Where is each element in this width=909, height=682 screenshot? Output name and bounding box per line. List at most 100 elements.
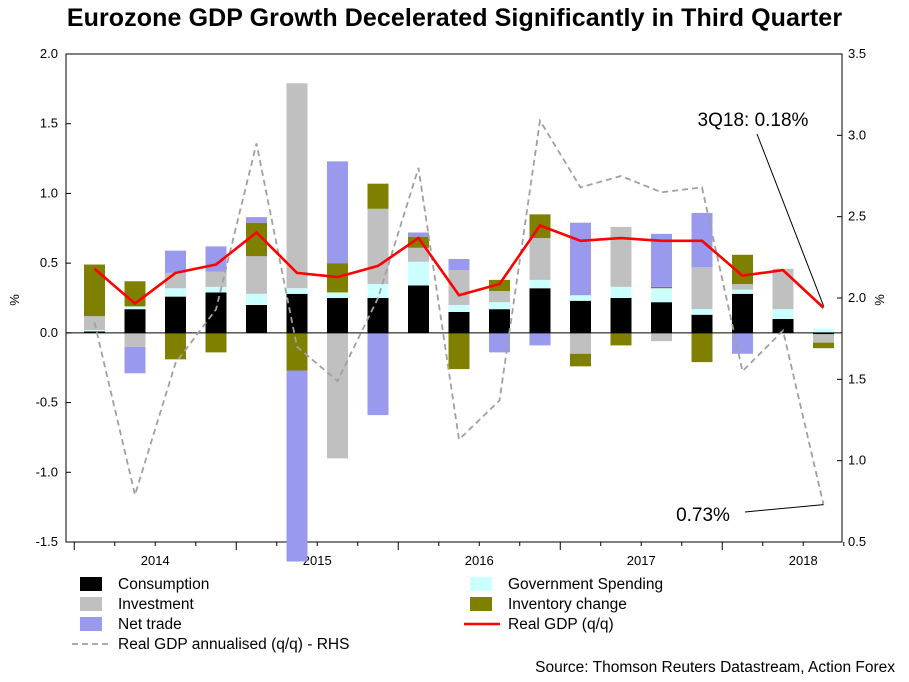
bar-consumption-1Q14 [84,331,105,333]
bar-consumption-2Q15 [286,293,308,333]
annotation-annualised: 0.73% [676,505,730,526]
left-axis-label: % [7,294,22,306]
bar-investment-4Q17 [691,267,713,310]
bar-consumption-4Q15 [367,298,389,333]
bar-inventory-change-3Q18 [813,342,834,349]
bar-government-spending-1Q18 [732,289,753,294]
bar-net-trade-4Q15 [367,332,389,416]
bar-investment-2Q15 [286,83,308,289]
annotation-arrow-annualised [744,504,824,513]
legend-swatch-net-trade [80,617,102,631]
bar-consumption-2Q18 [772,318,794,333]
bar-government-spending-3Q14 [165,288,186,297]
bar-net-trade-1Q16 [408,232,429,237]
bar-inventory-change-3Q16 [489,279,510,292]
bar-net-trade-2Q14 [124,346,146,374]
bar-investment-4Q14 [205,271,227,287]
bar-inventory-change-2Q15 [286,332,308,371]
legend-label-real-gdp-q-q: Real GDP (q/q) [508,616,614,633]
legend-swatch-inventory-change [470,597,492,611]
bar-inventory-change-4Q15 [367,183,389,209]
legend-swatch-consumption [80,577,102,591]
bar-consumption-3Q18 [813,332,834,335]
bar-net-trade-1Q17 [570,222,591,296]
x-year-label: 2018 [789,553,818,568]
bar-government-spending-3Q18 [813,328,834,333]
bar-investment-1Q17 [570,332,591,354]
bar-government-spending-3Q15 [327,292,348,298]
bar-inventory-change-2Q17 [610,332,632,346]
bar-net-trade-3Q17 [651,233,672,287]
legend-swatch-investment [80,597,102,611]
bar-net-trade-3Q16 [489,332,510,353]
left-tick-label: 0.5 [40,255,58,270]
bar-investment-3Q14 [165,272,186,289]
bar-consumption-1Q15 [246,304,267,333]
bar-inventory-change-2Q16 [448,332,470,370]
legend-label-real-gdp-annualised-q-q-rhs: Real GDP annualised (q/q) - RHS [118,636,349,653]
bar-net-trade-2Q16 [448,258,470,271]
bar-consumption-2Q17 [610,298,632,333]
right-tick-label: 1.0 [848,453,866,468]
right-tick-label: 2.0 [848,290,866,305]
bar-government-spending-2Q18 [772,309,794,319]
left-tick-label: 1.0 [40,185,58,200]
right-tick-label: 3.0 [848,127,866,142]
bar-consumption-4Q16 [529,288,551,333]
bar-consumption-1Q18 [732,293,753,333]
bar-investment-3Q18 [813,334,834,343]
bar-government-spending-3Q17 [651,288,672,303]
legend-label-inventory-change: Inventory change [508,596,627,613]
bar-investment-1Q15 [246,256,267,294]
bar-net-trade-3Q14 [165,250,186,273]
bar-consumption-3Q15 [327,298,348,333]
legend-label-net-trade: Net trade [118,616,182,633]
left-tick-label: -1.5 [36,534,58,549]
bar-net-trade-1Q15 [246,217,267,223]
bar-consumption-3Q16 [489,309,510,333]
x-year-label: 2016 [465,553,494,568]
bar-investment-2Q18 [772,268,794,310]
bar-investment-4Q15 [367,208,389,285]
bar-consumption-3Q14 [165,296,186,333]
legend-label-government-spending: Government Spending [508,576,663,593]
bar-investment-3Q16 [489,291,510,303]
bar-government-spending-1Q14 [84,330,105,332]
left-tick-label: -0.5 [36,395,58,410]
bar-consumption-2Q14 [124,309,146,333]
bar-government-spending-3Q16 [489,302,510,310]
bar-consumption-3Q17 [651,302,672,333]
chart-title: Eurozone GDP Growth Decelerated Signific… [66,4,843,32]
bar-net-trade-3Q15 [327,161,348,264]
x-year-label: 2015 [303,553,332,568]
bar-investment-1Q18 [732,284,753,290]
left-tick-label: 0.0 [40,325,58,340]
bar-inventory-change-1Q18 [732,254,753,285]
right-tick-label: 2.5 [848,209,866,224]
bar-investment-1Q16 [408,247,429,262]
bar-net-trade-4Q16 [529,332,551,346]
bar-investment-3Q17 [651,332,672,342]
legend-swatch-government-spending [470,577,492,591]
stacked-bars [84,83,834,562]
bar-government-spending-4Q16 [529,279,551,289]
bar-investment-2Q17 [610,226,632,287]
right-tick-label: 0.5 [848,534,866,549]
bar-consumption-1Q16 [408,285,429,333]
legend-label-consumption: Consumption [118,576,209,593]
bar-inventory-change-1Q17 [570,353,591,367]
annotation-arrow-3q18-gdp [756,133,824,306]
bar-investment-3Q15 [327,332,348,459]
bar-inventory-change-1Q14 [84,264,105,317]
bar-inventory-change-4Q14 [205,332,227,353]
bar-inventory-change-3Q17 [651,286,672,289]
bar-government-spending-4Q17 [691,309,713,315]
right-tick-label: 1.5 [848,371,866,386]
bar-consumption-2Q16 [448,311,470,333]
left-tick-label: 2.0 [40,46,58,61]
bar-inventory-change-1Q16 [408,236,429,248]
bar-inventory-change-1Q15 [246,222,267,257]
bar-government-spending-1Q17 [570,295,591,301]
bar-government-spending-4Q15 [367,284,389,298]
